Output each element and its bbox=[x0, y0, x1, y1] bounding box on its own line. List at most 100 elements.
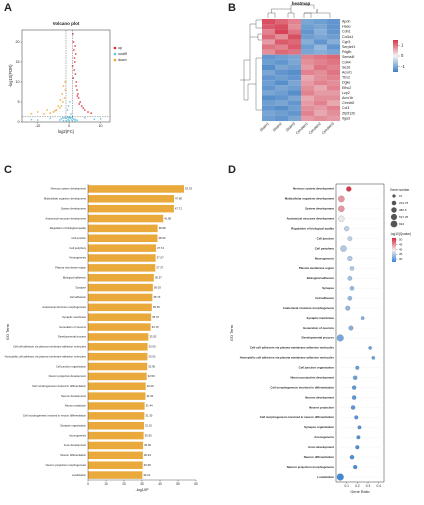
data-point bbox=[46, 109, 49, 111]
data-point bbox=[72, 41, 75, 43]
heatmap-cell bbox=[314, 100, 328, 106]
colorbar-label: 0 bbox=[401, 53, 404, 58]
heatmap-cell bbox=[288, 39, 302, 45]
bar bbox=[88, 204, 174, 213]
bar bbox=[88, 234, 158, 243]
heatmap-cell bbox=[288, 54, 302, 60]
heatmap-cell bbox=[262, 70, 276, 76]
x-axis-label: -log10P bbox=[135, 488, 149, 492]
bar bbox=[88, 185, 184, 193]
data-point bbox=[73, 57, 76, 59]
legend-label: up bbox=[118, 46, 122, 50]
value-label: 32.90 bbox=[148, 364, 155, 368]
panel-letter: A bbox=[4, 2, 12, 14]
heatmap-cell bbox=[327, 54, 341, 60]
y-tick-label: 5 bbox=[18, 100, 20, 104]
bar bbox=[88, 244, 156, 252]
data-point bbox=[72, 77, 75, 79]
category-label: Multicellular organism development bbox=[285, 197, 334, 201]
heatmap-cell bbox=[288, 105, 302, 111]
heatmap-cell bbox=[262, 24, 276, 30]
data-point bbox=[77, 93, 79, 95]
heatmap-cell bbox=[275, 100, 289, 106]
data-point bbox=[73, 69, 76, 71]
row-label: Cd44 bbox=[342, 60, 351, 64]
heatmap-cell bbox=[314, 54, 328, 60]
data-point bbox=[63, 116, 66, 119]
category-label: Synapse organization bbox=[304, 425, 334, 429]
heatmap-cell bbox=[262, 110, 276, 116]
value-label: 53.33 bbox=[185, 187, 192, 191]
category-label: Homophilic cell adhesion via plasma memb… bbox=[240, 356, 335, 360]
category-label: Cell morphogenesis involved in different… bbox=[32, 384, 87, 388]
column-label: Sham1 bbox=[259, 122, 270, 133]
heatmap-cell bbox=[301, 90, 315, 96]
data-point bbox=[74, 53, 77, 55]
heatmap-cell bbox=[262, 64, 276, 71]
category-label: Plasma membrane region bbox=[55, 266, 86, 270]
value-label: 32.59 bbox=[148, 374, 155, 378]
heatmap-cell bbox=[288, 85, 302, 91]
data-point bbox=[75, 81, 78, 83]
category-label: Cell junction organization bbox=[299, 366, 335, 370]
category-label: Generation of neurons bbox=[303, 326, 334, 330]
bar bbox=[88, 293, 153, 302]
heatmap-cell bbox=[301, 24, 315, 30]
category-label: Synaptic membrane bbox=[307, 316, 335, 320]
row-label: Acvr1b bbox=[342, 96, 353, 100]
category-label: Neuron projection bbox=[309, 405, 334, 409]
heatmap-cell bbox=[275, 115, 289, 122]
data-point bbox=[67, 105, 70, 107]
x-tick-label: 40 bbox=[158, 482, 162, 486]
bar bbox=[88, 195, 175, 203]
x-axis-label: log2(FC) bbox=[58, 129, 75, 134]
value-label: 36.57 bbox=[155, 275, 162, 279]
category-label: Axonogenesis bbox=[314, 435, 334, 439]
heatmap-cell bbox=[262, 44, 276, 50]
category-label: Anatomical structure development bbox=[45, 216, 86, 220]
heatmap-cell bbox=[301, 29, 315, 35]
category-label: Developmental process bbox=[58, 335, 87, 339]
x-tick-label: 0.2 bbox=[355, 484, 360, 488]
heatmap-cell bbox=[288, 80, 302, 86]
data-point bbox=[76, 89, 78, 91]
heatmap-cell bbox=[314, 29, 328, 35]
heatmap-cell bbox=[327, 29, 341, 35]
heatmap-cell bbox=[262, 95, 276, 101]
heatmap-cell bbox=[327, 85, 341, 91]
plot-frame bbox=[335, 183, 385, 483]
data-point bbox=[67, 118, 70, 121]
data-point bbox=[73, 61, 76, 63]
value-label: 30.49 bbox=[144, 453, 151, 457]
row-label: Lcp2 bbox=[342, 91, 350, 95]
value-label: 31.91 bbox=[146, 394, 153, 398]
data-point bbox=[62, 119, 65, 122]
category-label: Neurogenesis bbox=[69, 256, 86, 260]
category-label: Generation of neurons bbox=[59, 325, 86, 329]
data-point bbox=[64, 81, 66, 83]
category-label: Neuron projection bbox=[65, 404, 87, 408]
heatmap-cell bbox=[301, 85, 315, 91]
heatmap-cell bbox=[275, 95, 289, 101]
heatmap-cell bbox=[327, 90, 341, 96]
dot bbox=[348, 325, 354, 331]
value-label: 37.37 bbox=[156, 266, 163, 270]
category-label: Plasma membrane region bbox=[299, 266, 334, 270]
row-label: Efhc2 bbox=[342, 86, 351, 90]
data-point bbox=[67, 116, 70, 119]
category-label: Cell morphogenesis involved in different… bbox=[270, 385, 334, 389]
category-label: Synapse organization bbox=[60, 423, 86, 427]
heatmap-cell bbox=[301, 54, 315, 60]
y-axis-label: -log10(FDR) bbox=[8, 64, 13, 88]
data-point bbox=[58, 107, 61, 109]
bar bbox=[88, 264, 156, 272]
category-label: Synapse bbox=[76, 285, 87, 289]
value-label: 31.10 bbox=[145, 423, 152, 427]
dot bbox=[353, 465, 358, 470]
category-label: Localization bbox=[72, 473, 87, 477]
data-point bbox=[60, 117, 63, 120]
data-point bbox=[60, 105, 63, 107]
heatmap-cell bbox=[301, 59, 315, 65]
heatmap-cell bbox=[275, 90, 289, 96]
row-label: Acvrl1 bbox=[342, 71, 352, 75]
